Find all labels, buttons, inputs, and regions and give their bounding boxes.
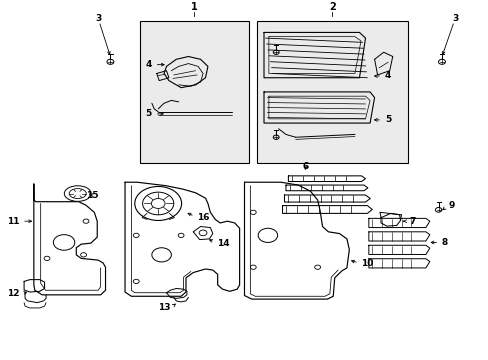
Text: 6: 6 [302, 162, 308, 171]
Text: 11: 11 [7, 217, 19, 226]
Text: 15: 15 [85, 191, 98, 200]
Text: 2: 2 [328, 2, 335, 12]
Text: 8: 8 [441, 238, 447, 247]
Text: 14: 14 [217, 239, 229, 248]
Text: 1: 1 [190, 2, 197, 12]
Text: 5: 5 [145, 109, 152, 118]
Text: 10: 10 [361, 259, 373, 268]
Text: 9: 9 [447, 201, 454, 210]
Ellipse shape [64, 186, 91, 201]
Text: 12: 12 [7, 289, 19, 298]
Text: 4: 4 [145, 60, 152, 69]
Text: 5: 5 [384, 116, 390, 125]
Text: 16: 16 [197, 213, 209, 222]
Bar [140, 21, 249, 163]
Text: 3: 3 [451, 14, 457, 23]
Ellipse shape [69, 189, 86, 198]
Text: 4: 4 [384, 72, 390, 81]
Text: 7: 7 [408, 217, 415, 226]
Bar [256, 21, 407, 163]
Text: 13: 13 [158, 303, 170, 312]
Text: 3: 3 [95, 14, 101, 23]
